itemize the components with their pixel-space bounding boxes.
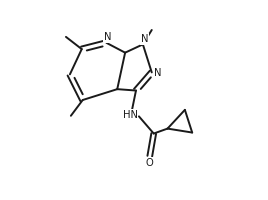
Text: O: O: [146, 158, 154, 168]
Text: N: N: [154, 68, 161, 78]
Text: N: N: [104, 32, 111, 42]
Text: HN: HN: [122, 110, 137, 120]
Text: N: N: [141, 34, 148, 44]
